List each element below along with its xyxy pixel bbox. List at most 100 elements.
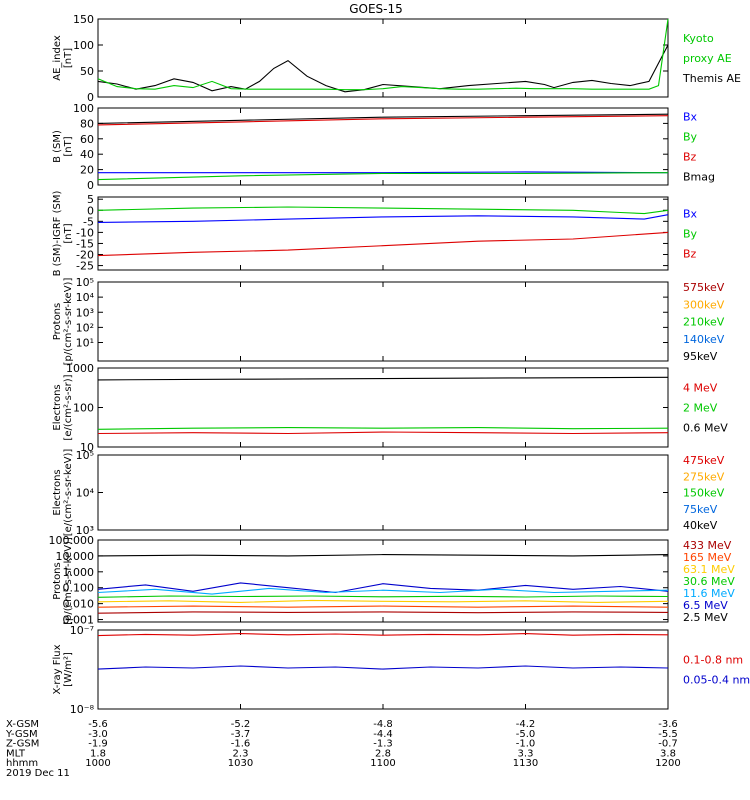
y-axis-label-line: B (SM)-IGRF (SM) <box>52 191 63 277</box>
y-axis-label-line: Protons <box>52 303 63 340</box>
y-tick-label: 100 <box>73 39 94 52</box>
x-axis-row-label: Y-GSM <box>5 729 38 740</box>
legend-item: 40keV <box>683 519 718 532</box>
y-axis-label: Electrons[e/(cm²-s-sr)] <box>52 374 74 440</box>
y-tick-label: 0 <box>87 179 94 192</box>
y-tick-label: 0.010 <box>63 598 95 611</box>
panel-2: 0 20 40 60 80 100 B (SM)[nT] Bx By Bz Bmag <box>52 102 715 192</box>
y-tick-label: -25 <box>76 260 94 273</box>
legend-item: 475keV <box>683 454 725 467</box>
legend-item: Bz <box>683 151 697 164</box>
y-axis-label-line: [nT] <box>63 136 74 156</box>
y-tick-label: 10⁻⁸ <box>70 703 95 716</box>
y-axis-label-line: [e/(cm²-s-sr-keV)] <box>63 449 74 537</box>
legend-item: 575keV <box>683 281 725 294</box>
chart-title: GOES-15 <box>349 2 403 16</box>
y-tick-label: 100.000 <box>49 534 95 547</box>
y-axis-label: B (SM)[nT] <box>52 130 74 163</box>
panel-frame <box>97 18 669 98</box>
y-axis-label-line: B (SM) <box>52 130 63 163</box>
x-axis-row-label: Z-GSM <box>6 739 39 750</box>
legend-item: Themis AE <box>682 72 741 85</box>
y-tick-label: 80 <box>80 117 94 130</box>
y-tick-label: 10⁴ <box>76 487 95 500</box>
legend-item: By <box>683 131 698 144</box>
y-tick-label: 1000 <box>66 362 94 375</box>
legend-item: 433 MeV <box>683 539 732 552</box>
x-axis-row-value: 1200 <box>655 758 680 769</box>
x-axis-row-value: -5.5 <box>658 729 678 740</box>
series-line <box>97 113 669 124</box>
y-axis-label-line: Protons <box>52 562 63 599</box>
x-axis-row-value: -0.7 <box>658 739 678 750</box>
series-line <box>97 633 669 637</box>
x-axis-row-value: -1.3 <box>373 739 393 750</box>
series-line <box>97 231 669 257</box>
legend-item: Bx <box>683 111 698 124</box>
series-line <box>98 171 669 174</box>
legend-item: proxy AE <box>683 52 732 65</box>
legend-item: 0.1-0.8 nm <box>683 654 743 667</box>
y-tick-label: 10² <box>76 321 94 334</box>
legend-item: 30.6 MeV <box>683 575 735 588</box>
legend-item: 95keV <box>683 350 718 363</box>
y-tick-label: 0.100 <box>63 582 95 595</box>
x-axis-row-value: 2.3 <box>233 748 249 759</box>
y-tick-label: 20 <box>80 164 94 177</box>
y-axis-label-line: [nT] <box>63 223 74 243</box>
series-line <box>97 206 669 215</box>
panel-frame <box>97 539 669 623</box>
legend-item: 0.05-0.4 nm <box>683 674 750 687</box>
y-axis-label: Protons[p/(cm²-s-sr-keV)] <box>52 278 74 366</box>
y-axis-label: B (SM)-IGRF (SM)[nT] <box>52 191 74 277</box>
y-tick-label: 40 <box>80 148 94 161</box>
y-tick-label: 10 <box>80 441 94 454</box>
panel-frame <box>97 281 669 362</box>
x-axis-row-value: -5.2 <box>231 719 251 730</box>
x-axis-row-value: 1.8 <box>90 748 106 759</box>
legend-item: Kyoto <box>683 32 714 45</box>
y-tick-label: 100 <box>73 102 94 115</box>
legend-item: 140keV <box>683 333 725 346</box>
x-axis-row-label: X-GSM <box>6 719 39 730</box>
x-axis-row-value: -5.0 <box>516 729 536 740</box>
y-tick-label: -15 <box>76 237 94 250</box>
series-line <box>97 376 669 381</box>
x-axis-row-value: -1.6 <box>231 739 251 750</box>
legend-item: 0.6 MeV <box>683 422 728 435</box>
x-axis-row-value: -4.4 <box>373 729 393 740</box>
series-line <box>97 554 669 557</box>
y-tick-label: 0 <box>87 91 94 104</box>
series-line <box>97 431 669 435</box>
y-axis-label: AE_index[nT] <box>52 35 74 81</box>
x-axis-row-value: -3.6 <box>658 719 678 730</box>
x-axis-row-value: -4.2 <box>516 719 536 730</box>
y-axis-label-line: Electrons <box>52 469 63 515</box>
panel-frame <box>97 454 669 531</box>
y-tick-label: 150 <box>73 13 94 26</box>
legend-item: By <box>683 228 698 241</box>
series-line <box>97 611 669 614</box>
y-tick-label: 10¹ <box>76 337 94 350</box>
panel-7: 0.0010.0100.1001.00010.000100.000Protons… <box>49 534 736 627</box>
legend-item: 275keV <box>683 470 725 483</box>
series-line <box>97 599 669 603</box>
series-line <box>97 115 669 126</box>
panel-4: 10¹10²10³10⁴10⁵Protons[p/(cm²-s-sr-keV)]… <box>52 276 725 365</box>
y-tick-label: 10⁴ <box>76 291 95 304</box>
series-line <box>97 595 669 598</box>
y-axis-label-line: [W/m²] <box>63 652 74 687</box>
y-tick-label: 10⁵ <box>76 449 94 462</box>
x-axis-row-value: -3.0 <box>88 729 108 740</box>
x-axis-row-value: 3.8 <box>660 748 676 759</box>
date-label: 2019 Dec 11 <box>6 768 70 779</box>
y-axis-label-line: [e/(cm²-s-sr)] <box>63 374 74 440</box>
y-axis-label: X-ray Flux[W/m²] <box>52 644 74 694</box>
legend-item: 63.1 MeV <box>683 563 735 576</box>
series-line <box>97 214 669 223</box>
legend-item: Bx <box>683 208 698 221</box>
y-tick-label: 10³ <box>76 306 94 319</box>
y-tick-label: 10.000 <box>56 550 95 563</box>
